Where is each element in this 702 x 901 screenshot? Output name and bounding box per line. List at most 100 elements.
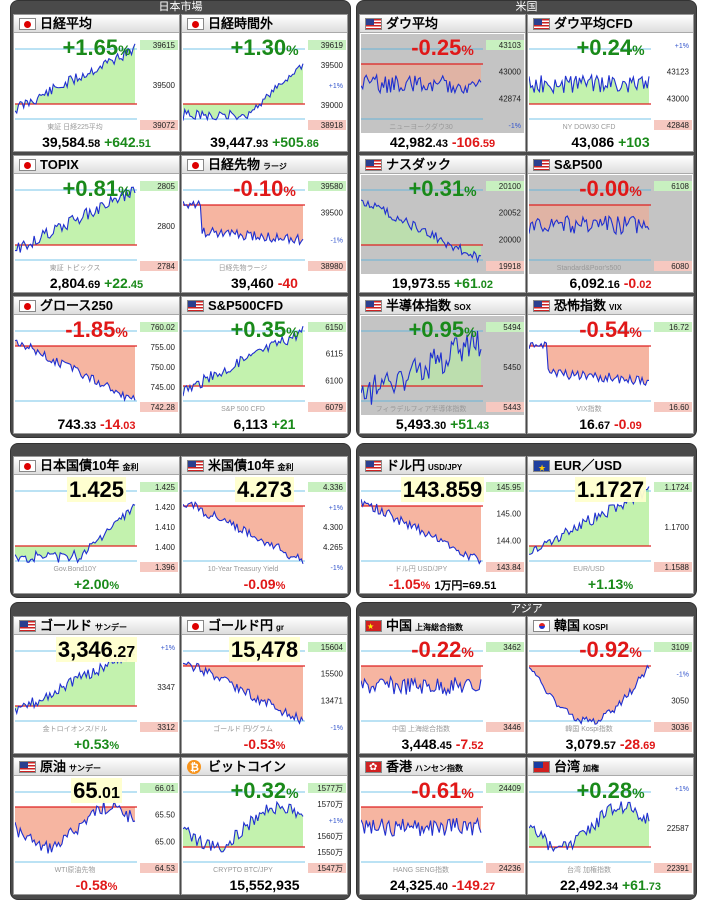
- market-card[interactable]: 日経先物 ラージ 日経先物ラージ 39580 39500 -1% 38980 -0.10% 39…: [181, 155, 348, 293]
- current-value-main: 24,325: [389, 877, 433, 893]
- market-card[interactable]: 恐怖指数 VIX VIX指数 16.72 16.60 -0.54% 16.67 -0.09: [527, 296, 694, 434]
- market-card[interactable]: 米国債10年 金利 10-Year Treasury Yield 4.336 +1% 4.…: [181, 456, 348, 594]
- market-card[interactable]: 日経平均 東証 日経225平均 39615 39500 39072 +1.65% 39,58…: [13, 14, 180, 152]
- card-header[interactable]: 半導体指数 SOX: [360, 297, 525, 315]
- current-value-decimal: .55: [434, 279, 451, 291]
- axis-tick-label: 2800: [157, 222, 175, 231]
- card-title: 日経平均: [40, 16, 93, 31]
- card-header[interactable]: EUR／USD: [528, 457, 693, 475]
- tick-highlight: [308, 120, 346, 130]
- card-header[interactable]: 韓国 KOSPI: [528, 617, 693, 635]
- axis-tick-label: +1%: [675, 43, 689, 50]
- tick-highlight: [654, 562, 692, 572]
- us-flag-icon: [187, 300, 204, 312]
- axis-tick-label: 20000: [499, 235, 522, 244]
- axis-tick-label: 3347: [157, 683, 175, 692]
- market-card[interactable]: TOPIX 東証 トピックス 2805 2800 2784 +0.81% 2,804.69 …: [13, 155, 180, 293]
- percent-sign: %: [107, 881, 118, 893]
- market-card[interactable]: ドル円 USD/JPY ドル円 USD/JPY 145.95 145.00 144.00 1…: [359, 456, 526, 594]
- market-card[interactable]: 日本国債10年 金利 Gov.Bond10Y 1.425 1.420 1.410 1.400…: [13, 456, 180, 594]
- chart-watermark: ニューヨークダウ30: [389, 122, 453, 131]
- axis-tick-label: +1%: [329, 818, 343, 825]
- card-header[interactable]: ドル円 USD/JPY: [360, 457, 525, 475]
- axis-tick-label: 66.01: [155, 784, 176, 793]
- intraday-chart: EUR/USD 1.1724 1.1700 1.1588: [529, 476, 692, 576]
- us-flag-icon: [365, 159, 382, 171]
- axis-tick-label: 39000: [321, 101, 344, 110]
- market-card[interactable]: 日経時間外 39619 39500 +1% 39000 38918 +1.30% 39,447…: [181, 14, 348, 152]
- market-card[interactable]: S&P500CFD S&P 500 CFD 6150 6115 6100 6079 +0.3…: [181, 296, 348, 434]
- card-header[interactable]: S&P500CFD: [182, 297, 347, 315]
- card-header[interactable]: S&P500: [528, 156, 693, 174]
- chart-fill-area: [15, 187, 135, 253]
- card-header[interactable]: TOPIX: [14, 156, 179, 174]
- tick-highlight: [308, 783, 346, 793]
- market-card[interactable]: ゴールド サンデー 金トロイオンス/ドル +1% 3347 3312 3,346.27 +0.…: [13, 616, 180, 754]
- chart-fill-area: [15, 504, 135, 563]
- card-header[interactable]: グロース250: [14, 297, 179, 315]
- change-value-decimal: .73: [645, 881, 662, 893]
- card-header[interactable]: ナスダック: [360, 156, 525, 174]
- market-card[interactable]: 原油 サンデー WTI原油先物 66.01 65.50 65.00 64.53 65.01 -0…: [13, 757, 180, 895]
- chart-watermark: 中国 上海総合指数: [392, 724, 450, 733]
- market-card[interactable]: ダウ平均CFD NY DOW30 CFD +1% 43123 43000 42848 +0.…: [527, 14, 694, 152]
- current-value-decimal: .69: [84, 279, 101, 291]
- card-header[interactable]: ダウ平均CFD: [528, 15, 693, 33]
- market-card[interactable]: 台湾 加権 台湾 加権指数 +1% 22587 22391 +0.28% 22,492.34 …: [527, 757, 694, 895]
- card-header[interactable]: ダウ平均: [360, 15, 525, 33]
- change-value-main: +51: [450, 416, 474, 432]
- axis-tick-label: 43000: [667, 94, 690, 103]
- current-value-main: 5,493: [395, 416, 431, 432]
- current-value-main: 39,447: [210, 134, 253, 150]
- card-header[interactable]: 日経先物 ラージ: [182, 156, 347, 174]
- axis-tick-label: 24236: [499, 864, 522, 873]
- market-card[interactable]: ダウ平均 ニューヨークダウ30 43103 43000 42874 -1% -0.25% 42…: [359, 14, 526, 152]
- card-header[interactable]: 米国債10年 金利: [182, 457, 347, 475]
- us-flag-icon: [365, 18, 382, 30]
- card-header[interactable]: 恐怖指数 VIX: [528, 297, 693, 315]
- market-card[interactable]: ナスダック 20100 20052 20000 19918 +0.31% 19,973.55…: [359, 155, 526, 293]
- card-header[interactable]: ゴールド円 gr: [182, 617, 347, 635]
- card-header[interactable]: 日経平均: [14, 15, 179, 33]
- card-header[interactable]: 原油 サンデー: [14, 758, 179, 776]
- card-header[interactable]: ゴールド サンデー: [14, 617, 179, 635]
- change-value-decimal: .27: [479, 881, 496, 893]
- eu-flag-icon: [533, 460, 550, 472]
- card-title: ドル円: [386, 458, 426, 473]
- card-header[interactable]: 台湾 加権: [528, 758, 693, 776]
- card-header[interactable]: 日経時間外: [182, 15, 347, 33]
- card-header[interactable]: ビットコイン: [182, 758, 347, 776]
- chart-fill-area: [183, 201, 303, 245]
- chart-watermark: CRYPTO BTC/JPY: [213, 867, 273, 874]
- axis-tick-label: 1.420: [155, 503, 176, 512]
- axis-tick-label: +1%: [161, 645, 175, 652]
- chart-fill-area: [183, 502, 303, 564]
- current-value: 15,552,935: [229, 877, 300, 893]
- axis-tick-label: 39615: [153, 41, 176, 50]
- tick-highlight: [308, 642, 346, 652]
- axis-tick-label: 19918: [499, 262, 522, 271]
- card-header[interactable]: 日本国債10年 金利: [14, 457, 179, 475]
- axis-tick-label: 1570万: [317, 800, 343, 809]
- market-card[interactable]: ビットコイン CRYPTO BTC/JPY 1577万 1570万 +1% 1560万 15…: [181, 757, 348, 895]
- market-card[interactable]: EUR／USDEUR/USD1.17241.17001.15881.1727+1…: [527, 456, 694, 594]
- axis-tick-label: 145.00: [497, 510, 522, 519]
- intraday-chart: ニューヨークダウ30 43103 43000 42874 -1%: [361, 34, 524, 134]
- market-card[interactable]: ゴールド円 gr ゴールド 円/グラム 15604 15500 13471 -1% 15,47…: [181, 616, 348, 754]
- market-card[interactable]: S&P500 Standard&Poor's500 6108 6080 -0.00% 6,…: [527, 155, 694, 293]
- market-card[interactable]: グロース250 760.02 755.00 750.00 745.00 742.28 -1.…: [13, 296, 180, 434]
- axis-tick-label: 16.72: [669, 323, 690, 332]
- market-card[interactable]: 韓国 KOSPI 韓国 Kospi指数 3109 -1% 3050 3036 -0.92% 3,…: [527, 616, 694, 754]
- intraday-chart: CRYPTO BTC/JPY 1577万 1570万 +1% 1560万 1550万 154…: [183, 777, 346, 877]
- axis-tick-label: 755.00: [151, 343, 176, 352]
- us-flag-icon: [365, 300, 382, 312]
- tick-highlight: [486, 261, 524, 271]
- market-card[interactable]: 半導体指数 SOX フィラデルフィア半導体指数 5494 5450 5443 +0.95% 5…: [359, 296, 526, 434]
- change-value-main: -14: [100, 416, 121, 432]
- intraday-chart: フィラデルフィア半導体指数 5494 5450 5443: [361, 316, 524, 416]
- tick-highlight: [140, 402, 178, 412]
